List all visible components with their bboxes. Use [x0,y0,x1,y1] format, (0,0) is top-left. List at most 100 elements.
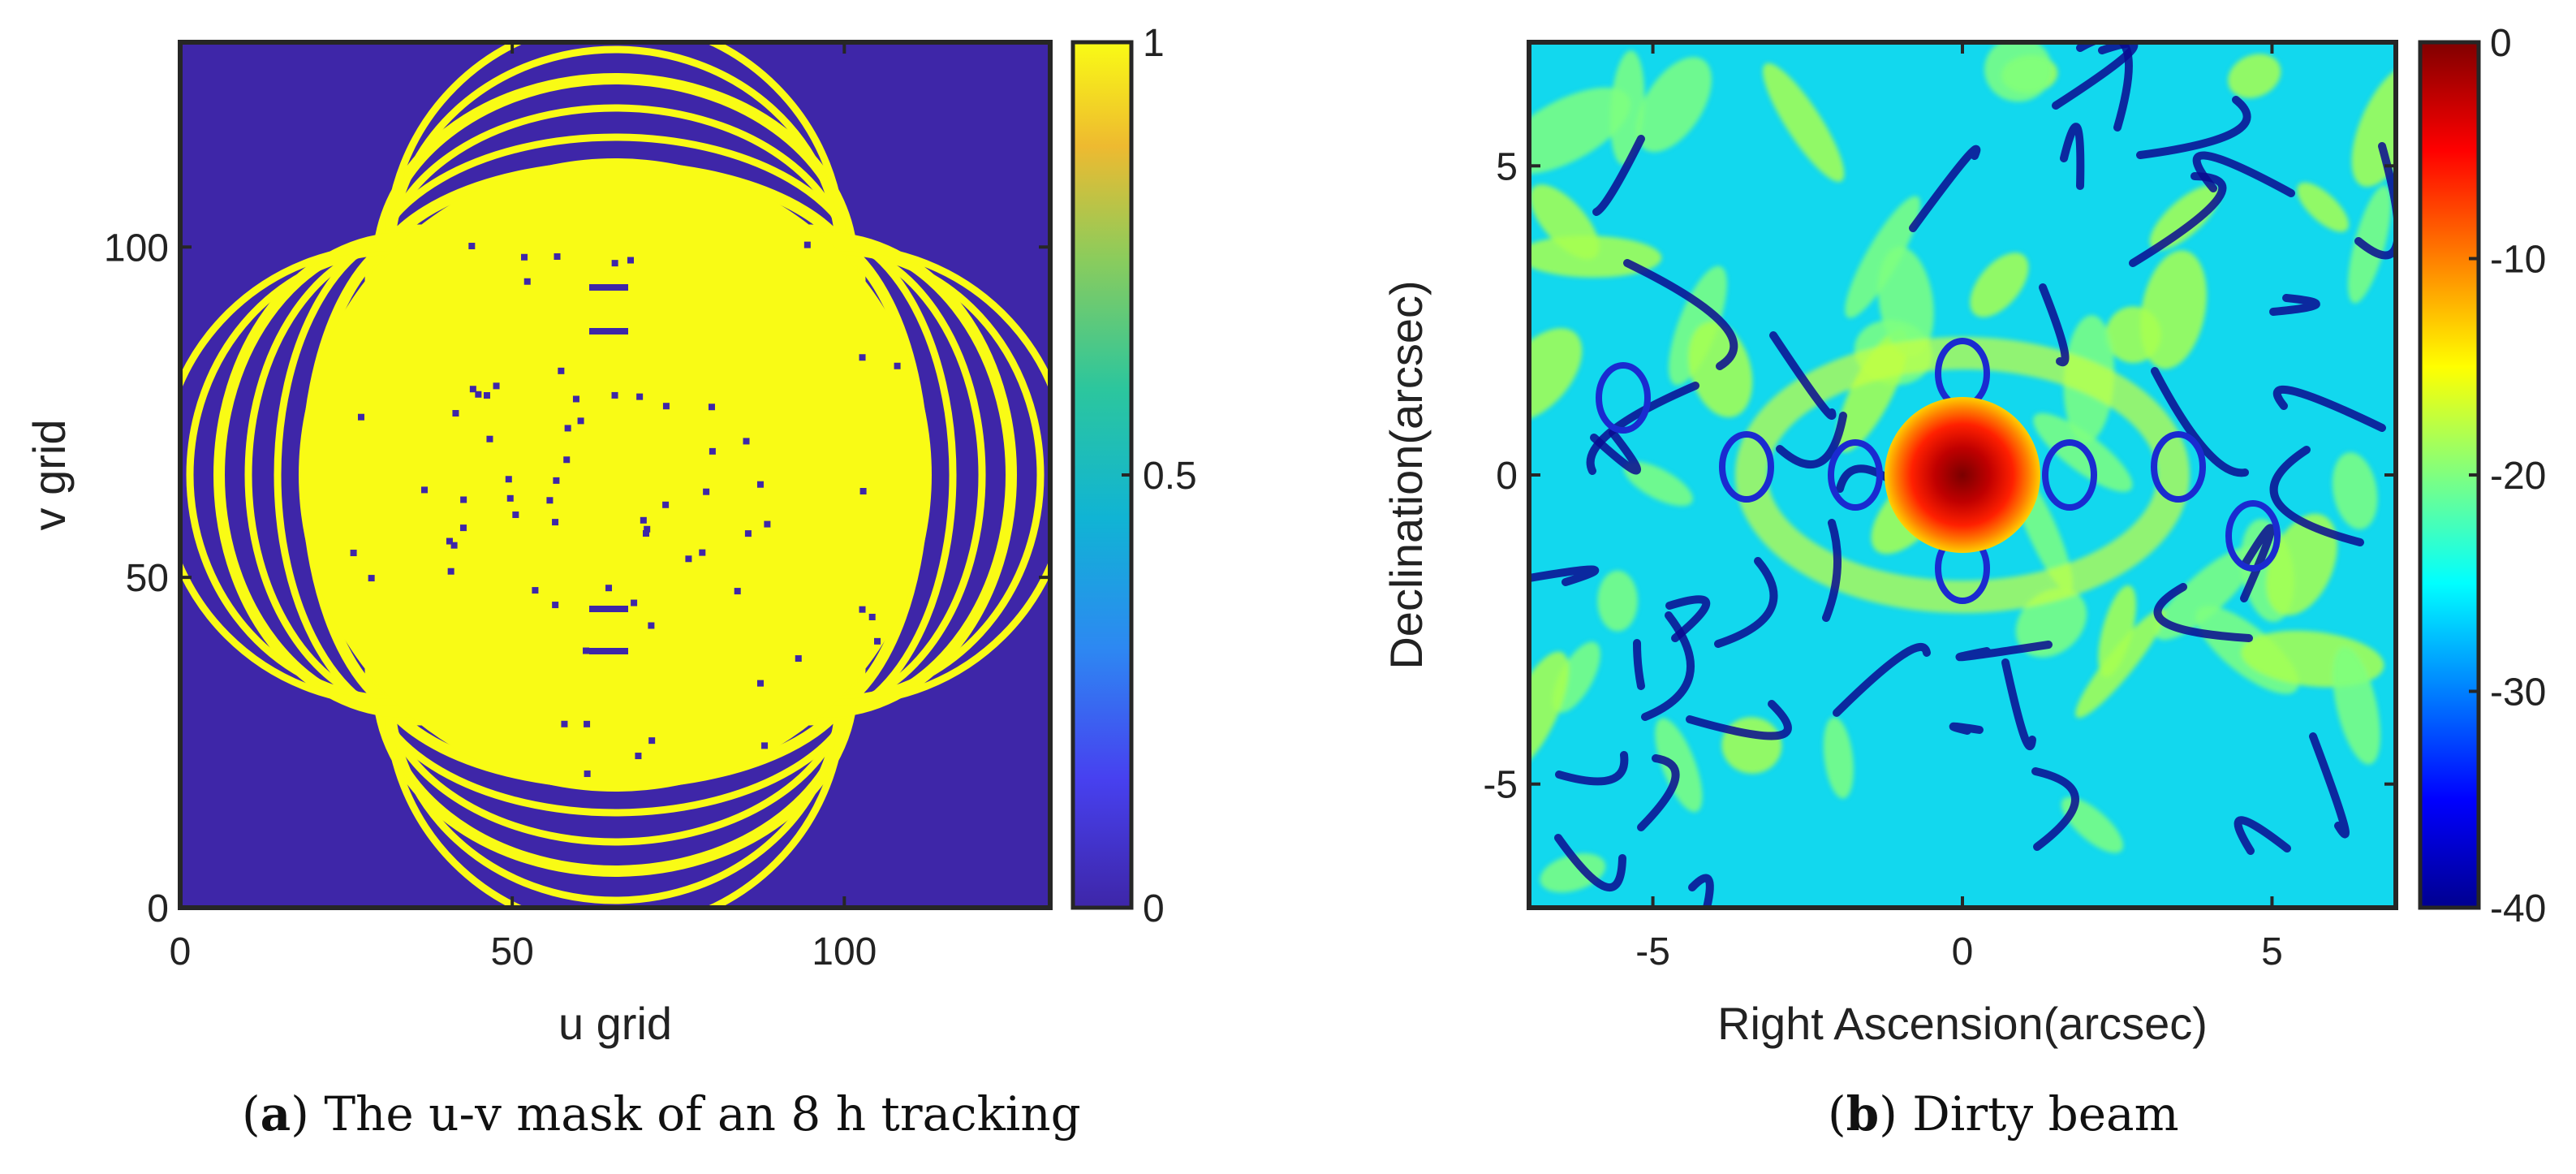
panel-b-sidelobe [1623,461,1693,507]
panel-a-mask-hole [460,496,467,503]
panel-b-null-ring [2042,439,2097,511]
panel-b-null-contour [1769,331,1837,420]
panel-b-colorbar-tick-label: 0 [2490,22,2512,65]
panel-a-colorbar-tick-label: 0.5 [1143,455,1197,498]
panel-b-sidelobe [1636,57,1712,153]
panel-b-sidelobe [1529,184,1600,260]
panel-a-mask-hole [486,435,493,442]
panel-b-null-ring [2151,431,2206,503]
caption-b-text: Dirty beam [1912,1086,2179,1142]
panel-b-null-contour [1586,382,1699,475]
panel-b-null-contours [1529,42,2396,908]
panel-b-null-contour [2272,385,2386,432]
panel-a-mask-hole [635,753,642,760]
panel-a-mask-hole [859,488,867,495]
panel-b-null-contour [1822,519,1842,622]
panel-a-mask-holes [350,241,901,778]
panel-b-null-contour [1592,135,1645,216]
panel-b-sidelobe [2297,182,2350,232]
panel-b-sidelobe [1763,63,1845,182]
panel-a-mask-hole [662,403,670,410]
panel-b-null-contour [1686,700,1792,740]
panel-b-null-contour [1555,751,1629,786]
panel-b-null-contour [1688,874,1714,908]
panel-a-mask-hole [506,494,514,502]
panel-a-mask-hole [523,278,531,285]
panel-b-sidelobe [2155,546,2257,641]
panel-a-mask-hole [795,655,802,663]
panel-a-xtick-label: 50 [490,930,533,973]
panel-b-null-contour [2240,524,2276,602]
panel-a-mask-hole [584,720,591,727]
panel-a-mask-hole [868,613,876,620]
panel-b-sidelobe [1540,853,1606,893]
panel-b-sidelobe [1668,265,1727,386]
panel-b-null-contour [2192,151,2295,197]
panel-b-null-contour [2354,142,2396,260]
panel-b-null-contour [2039,283,2070,367]
panel-a-mask-hole [709,447,716,455]
panel-b-null-contour [1714,557,1778,648]
panel-a-mask-hole [447,568,454,575]
panel-a-mask-hole [703,488,710,495]
panel-b-null-contour [1665,595,1711,642]
panel-b-xtick-label: 5 [2261,930,2283,973]
panel-b-sidelobe [2149,185,2221,251]
panel-b-null-contour [2129,172,2227,267]
panel-a-mask-hole [552,519,559,526]
panel-b-sidelobe [1970,252,2029,317]
panel-a-colorbar-tick-label: 0 [1143,887,1165,930]
panel-b-sidelobe [1823,717,1854,799]
panel-a-mask-hole [368,575,375,582]
panel-b-xlabel: Right Ascension(arcsec) [1717,998,2208,1049]
panel-a-mask-hole [357,413,364,421]
panel-a-mask-hole [512,511,519,519]
panel-b-sidelobes [1529,42,2396,893]
panel-a-mask-hole-bar [589,606,628,612]
panel-b-sidelobe [1529,651,1570,772]
panel-a-plot-frame [178,40,1053,910]
panel-a-mask-hole [734,588,741,595]
panel-b-sidelobe [2228,54,2281,98]
panel-a-mask-hole [640,516,647,524]
panel-a-mask-hole [469,386,476,393]
panel-b-ytick-label: 0 [1496,455,1518,498]
panel-b-sidelobe [1529,328,1583,421]
panel-a-mask-hole [561,720,568,727]
panel-a-mask-hole [643,529,650,537]
panel-a-mask-hole [558,367,565,374]
panel-a-mask-hole [764,520,771,528]
panel-b-null-ring [1719,431,1774,503]
panel-a-mask-hole [685,555,692,563]
panel-b-ylabel: Declination(arcsec) [1381,280,1432,669]
panel-b-xtick-label: -5 [1635,930,1670,973]
panel-b-ytick-label: 5 [1496,145,1518,188]
panel-a-mask-core [299,158,932,792]
panel-a-ytick-label: 50 [126,557,169,600]
panel-a-mask-hole [505,476,512,483]
panel-a-mask-hole [583,647,590,654]
panel-a-mask-hole-bar [589,648,628,654]
panel-b-null-contour [1529,565,1600,586]
panel-a-mask-hole [563,456,571,464]
panel-a-mask-hole [648,622,655,629]
panel-b-null-contour [2153,583,2253,642]
panel-a-mask-hole [756,481,764,488]
panel-b-null-contour [1949,722,1984,735]
panel-a-mask-hole [631,599,638,606]
panel-a-ytick-label: 100 [104,227,169,270]
panel-b-axes: -5 0 5 -5 0 5 [1483,42,2396,973]
panel-a-xtick-label: 0 [170,930,192,973]
panel-b-null-contour [2060,123,2085,190]
panel-a-mask-hole [859,354,866,361]
panel-b-sidelobe [2333,646,2380,765]
panel-a-mask-hole [577,417,584,425]
panel-b-null-contour [1554,834,1626,892]
panel-a-ylabel: v grid [24,420,75,531]
panel-a-mask-hole [662,501,670,508]
panel-b-null-contour [2031,767,2079,851]
panel-b-null-contour [1955,641,2053,662]
panel-b-dirty-beam: -5 0 5 -5 0 5 Right Ascension(arcsec) Declina… [1381,22,2546,1049]
panel-b-sidelobe [1878,246,1934,357]
